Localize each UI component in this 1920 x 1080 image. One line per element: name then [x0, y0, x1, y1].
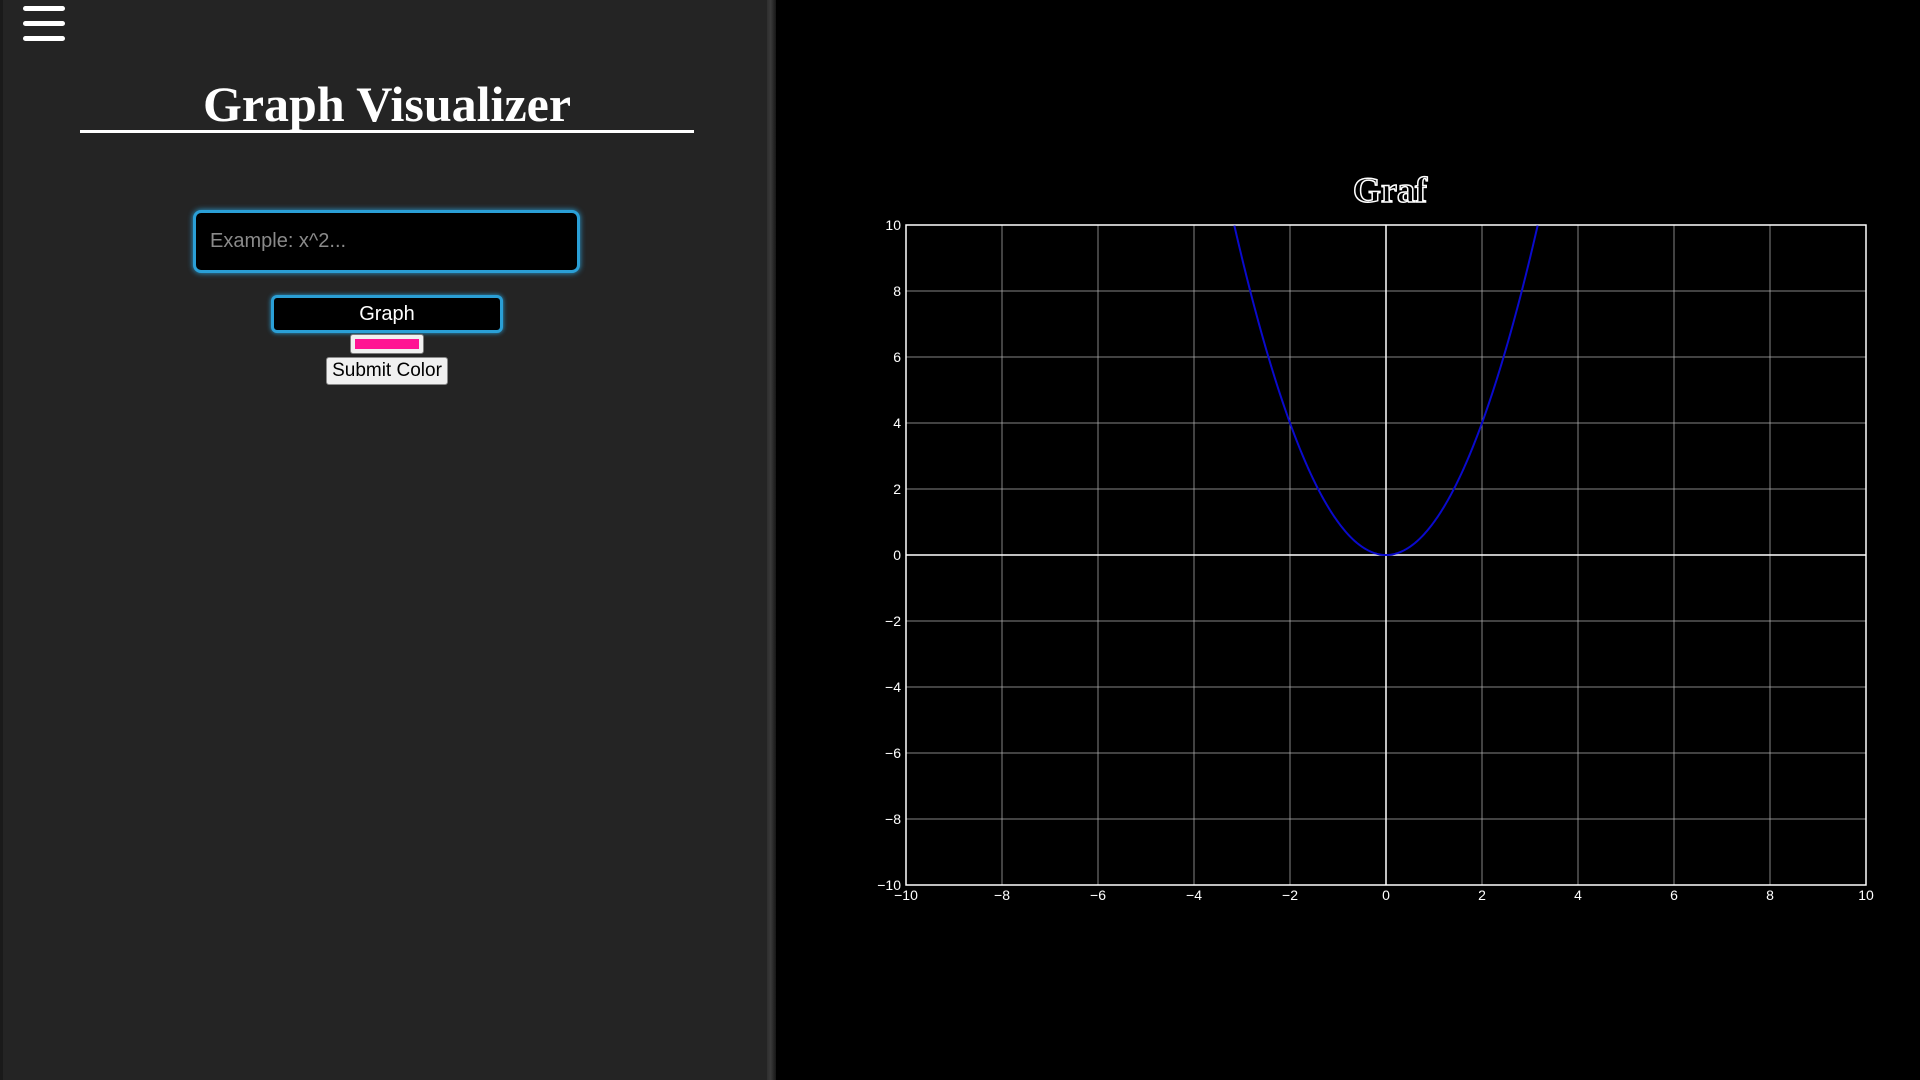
- x-tick-label: 6: [1670, 887, 1678, 903]
- y-tick-label: −2: [885, 613, 901, 629]
- x-tick-label: −10: [894, 887, 918, 903]
- function-input[interactable]: [193, 210, 580, 273]
- graph-button[interactable]: Graph: [271, 295, 503, 333]
- y-tick-label: −6: [885, 745, 901, 761]
- y-tick-label: 10: [885, 217, 901, 233]
- y-tick-label: 8: [893, 283, 901, 299]
- color-swatch: [355, 339, 419, 349]
- x-tick-label: −4: [1186, 887, 1202, 903]
- x-tick-label: 2: [1478, 887, 1486, 903]
- submit-color-button[interactable]: Submit Color: [326, 357, 448, 385]
- page-title: Graph Visualizer: [202, 76, 572, 132]
- title-underline: [80, 130, 694, 133]
- hamburger-menu-icon[interactable]: [21, 4, 67, 44]
- plot-frame: [905, 224, 1867, 886]
- x-tick-label: −8: [994, 887, 1010, 903]
- x-tick-label: 4: [1574, 887, 1582, 903]
- y-tick-label: −10: [877, 877, 901, 893]
- chart-title: Graf: [1352, 169, 1427, 211]
- y-tick-label: −4: [885, 679, 901, 695]
- series-line: [1233, 225, 1539, 557]
- y-tick-label: −8: [885, 811, 901, 827]
- x-tick-label: 8: [1766, 887, 1774, 903]
- y-tick-label: 4: [893, 415, 901, 431]
- x-tick-label: −6: [1090, 887, 1106, 903]
- y-tick-label: 0: [893, 547, 901, 563]
- x-tick-label: 0: [1382, 887, 1390, 903]
- x-tick-label: 10: [1858, 887, 1874, 903]
- y-tick-label: 2: [893, 481, 901, 497]
- sidebar-panel: Graph Visualizer Graph Submit Color: [0, 0, 771, 1080]
- x-tick-label: −2: [1282, 887, 1298, 903]
- color-picker[interactable]: [350, 334, 424, 354]
- panel-divider[interactable]: [767, 0, 776, 1080]
- y-tick-label: 6: [893, 349, 901, 365]
